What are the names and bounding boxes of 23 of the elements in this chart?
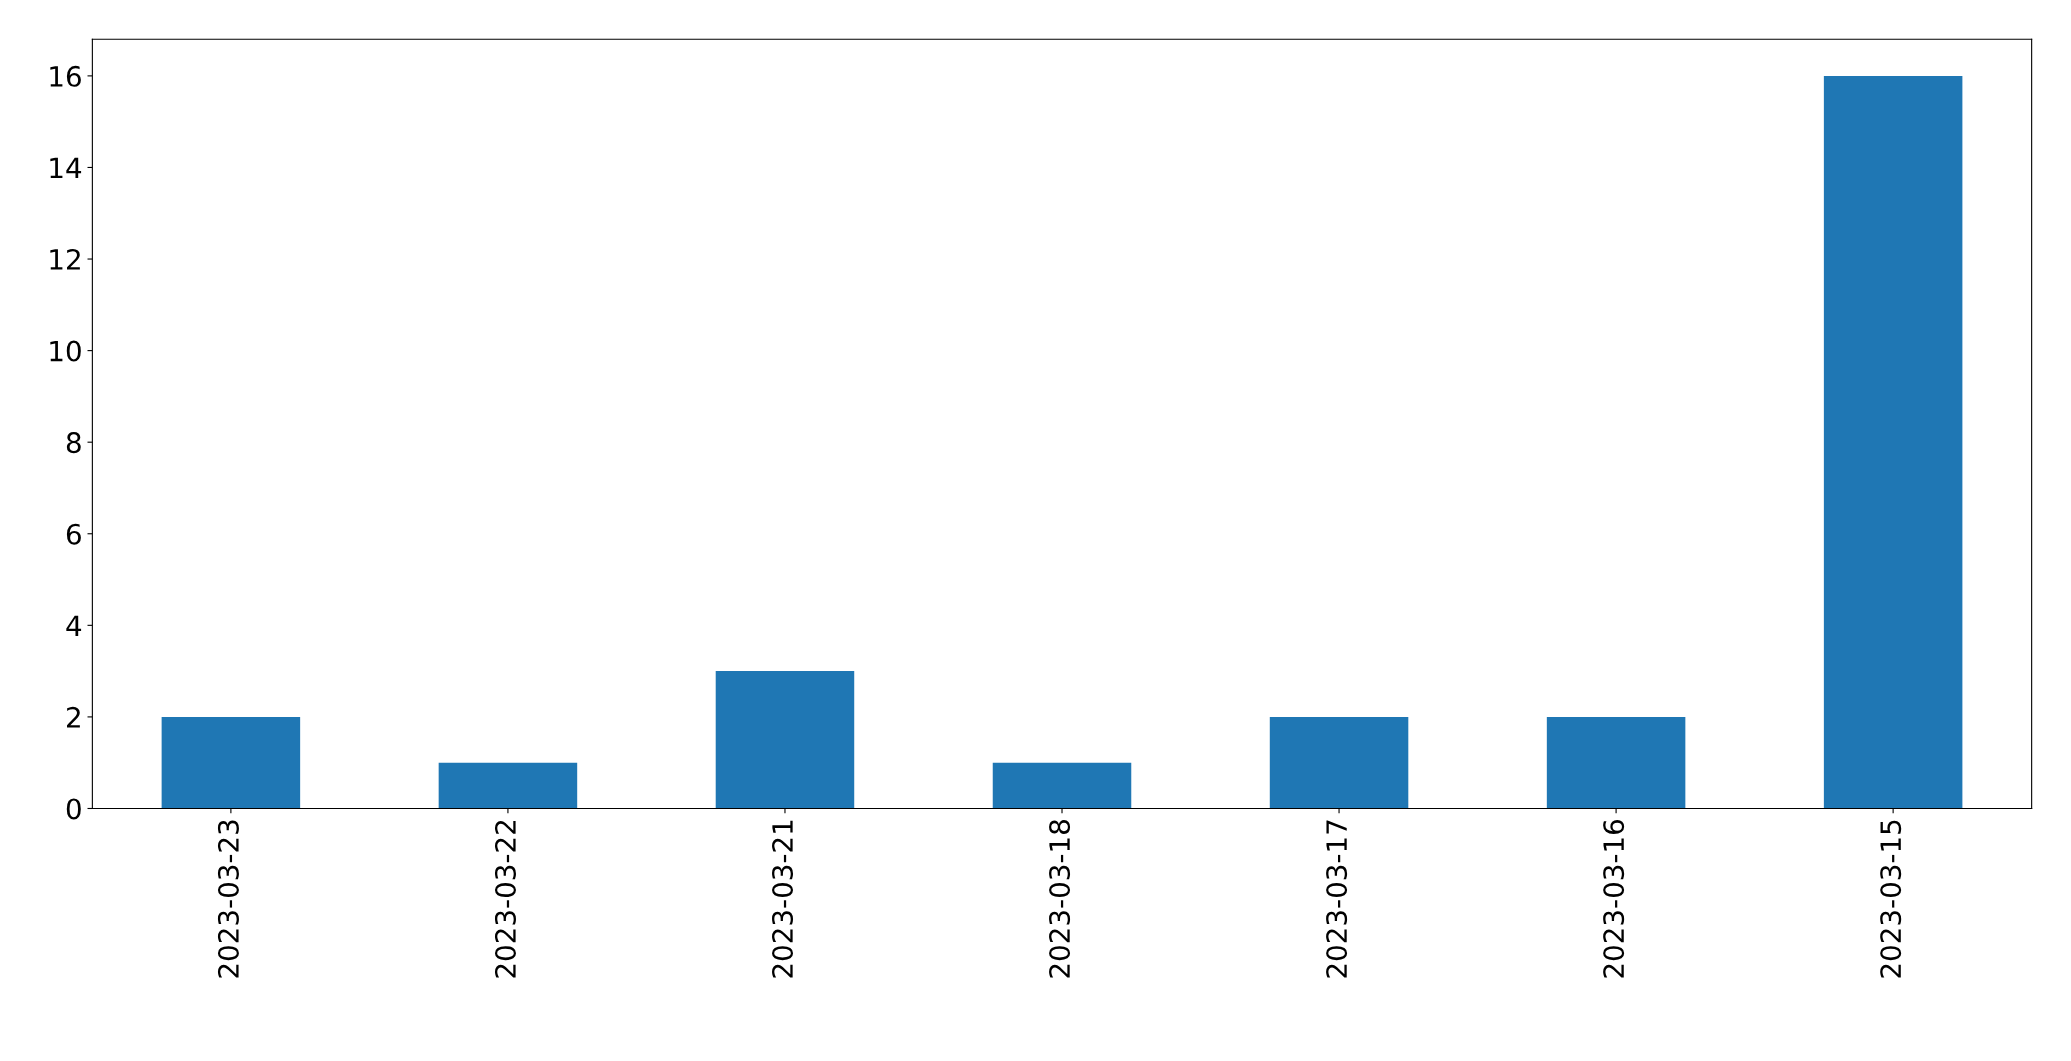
x-tick-label: 2023-03-17: [1326, 820, 1348, 978]
x-tick-label: 2023-03-18: [1049, 820, 1071, 978]
y-tick-label: 4: [66, 615, 82, 636]
y-tick-label: 12: [50, 248, 80, 270]
y-tick-label: 0: [66, 798, 81, 820]
y-tick-label: 14: [50, 157, 82, 179]
y-tick-label: 10: [50, 340, 81, 362]
x-tick-label: 2023-03-21: [772, 820, 794, 978]
bar: [1823, 75, 1963, 809]
x-tick-label: 2023-03-23: [217, 820, 239, 978]
x-tick-label: 2023-03-16: [1603, 819, 1625, 978]
x-tick-label: 2023-03-15: [1880, 820, 1902, 978]
bar: [438, 762, 578, 809]
bar: [715, 671, 855, 809]
bar: [161, 716, 301, 809]
y-tick-label: 16: [50, 65, 81, 87]
y-tick-label: 2: [67, 706, 80, 728]
bar: [992, 762, 1132, 809]
x-tick-label: 2023-03-22: [494, 820, 516, 978]
y-tick-label: 8: [66, 432, 81, 454]
bar: [1546, 716, 1686, 809]
bar: [1269, 716, 1409, 809]
y-tick-label: 6: [66, 523, 81, 545]
